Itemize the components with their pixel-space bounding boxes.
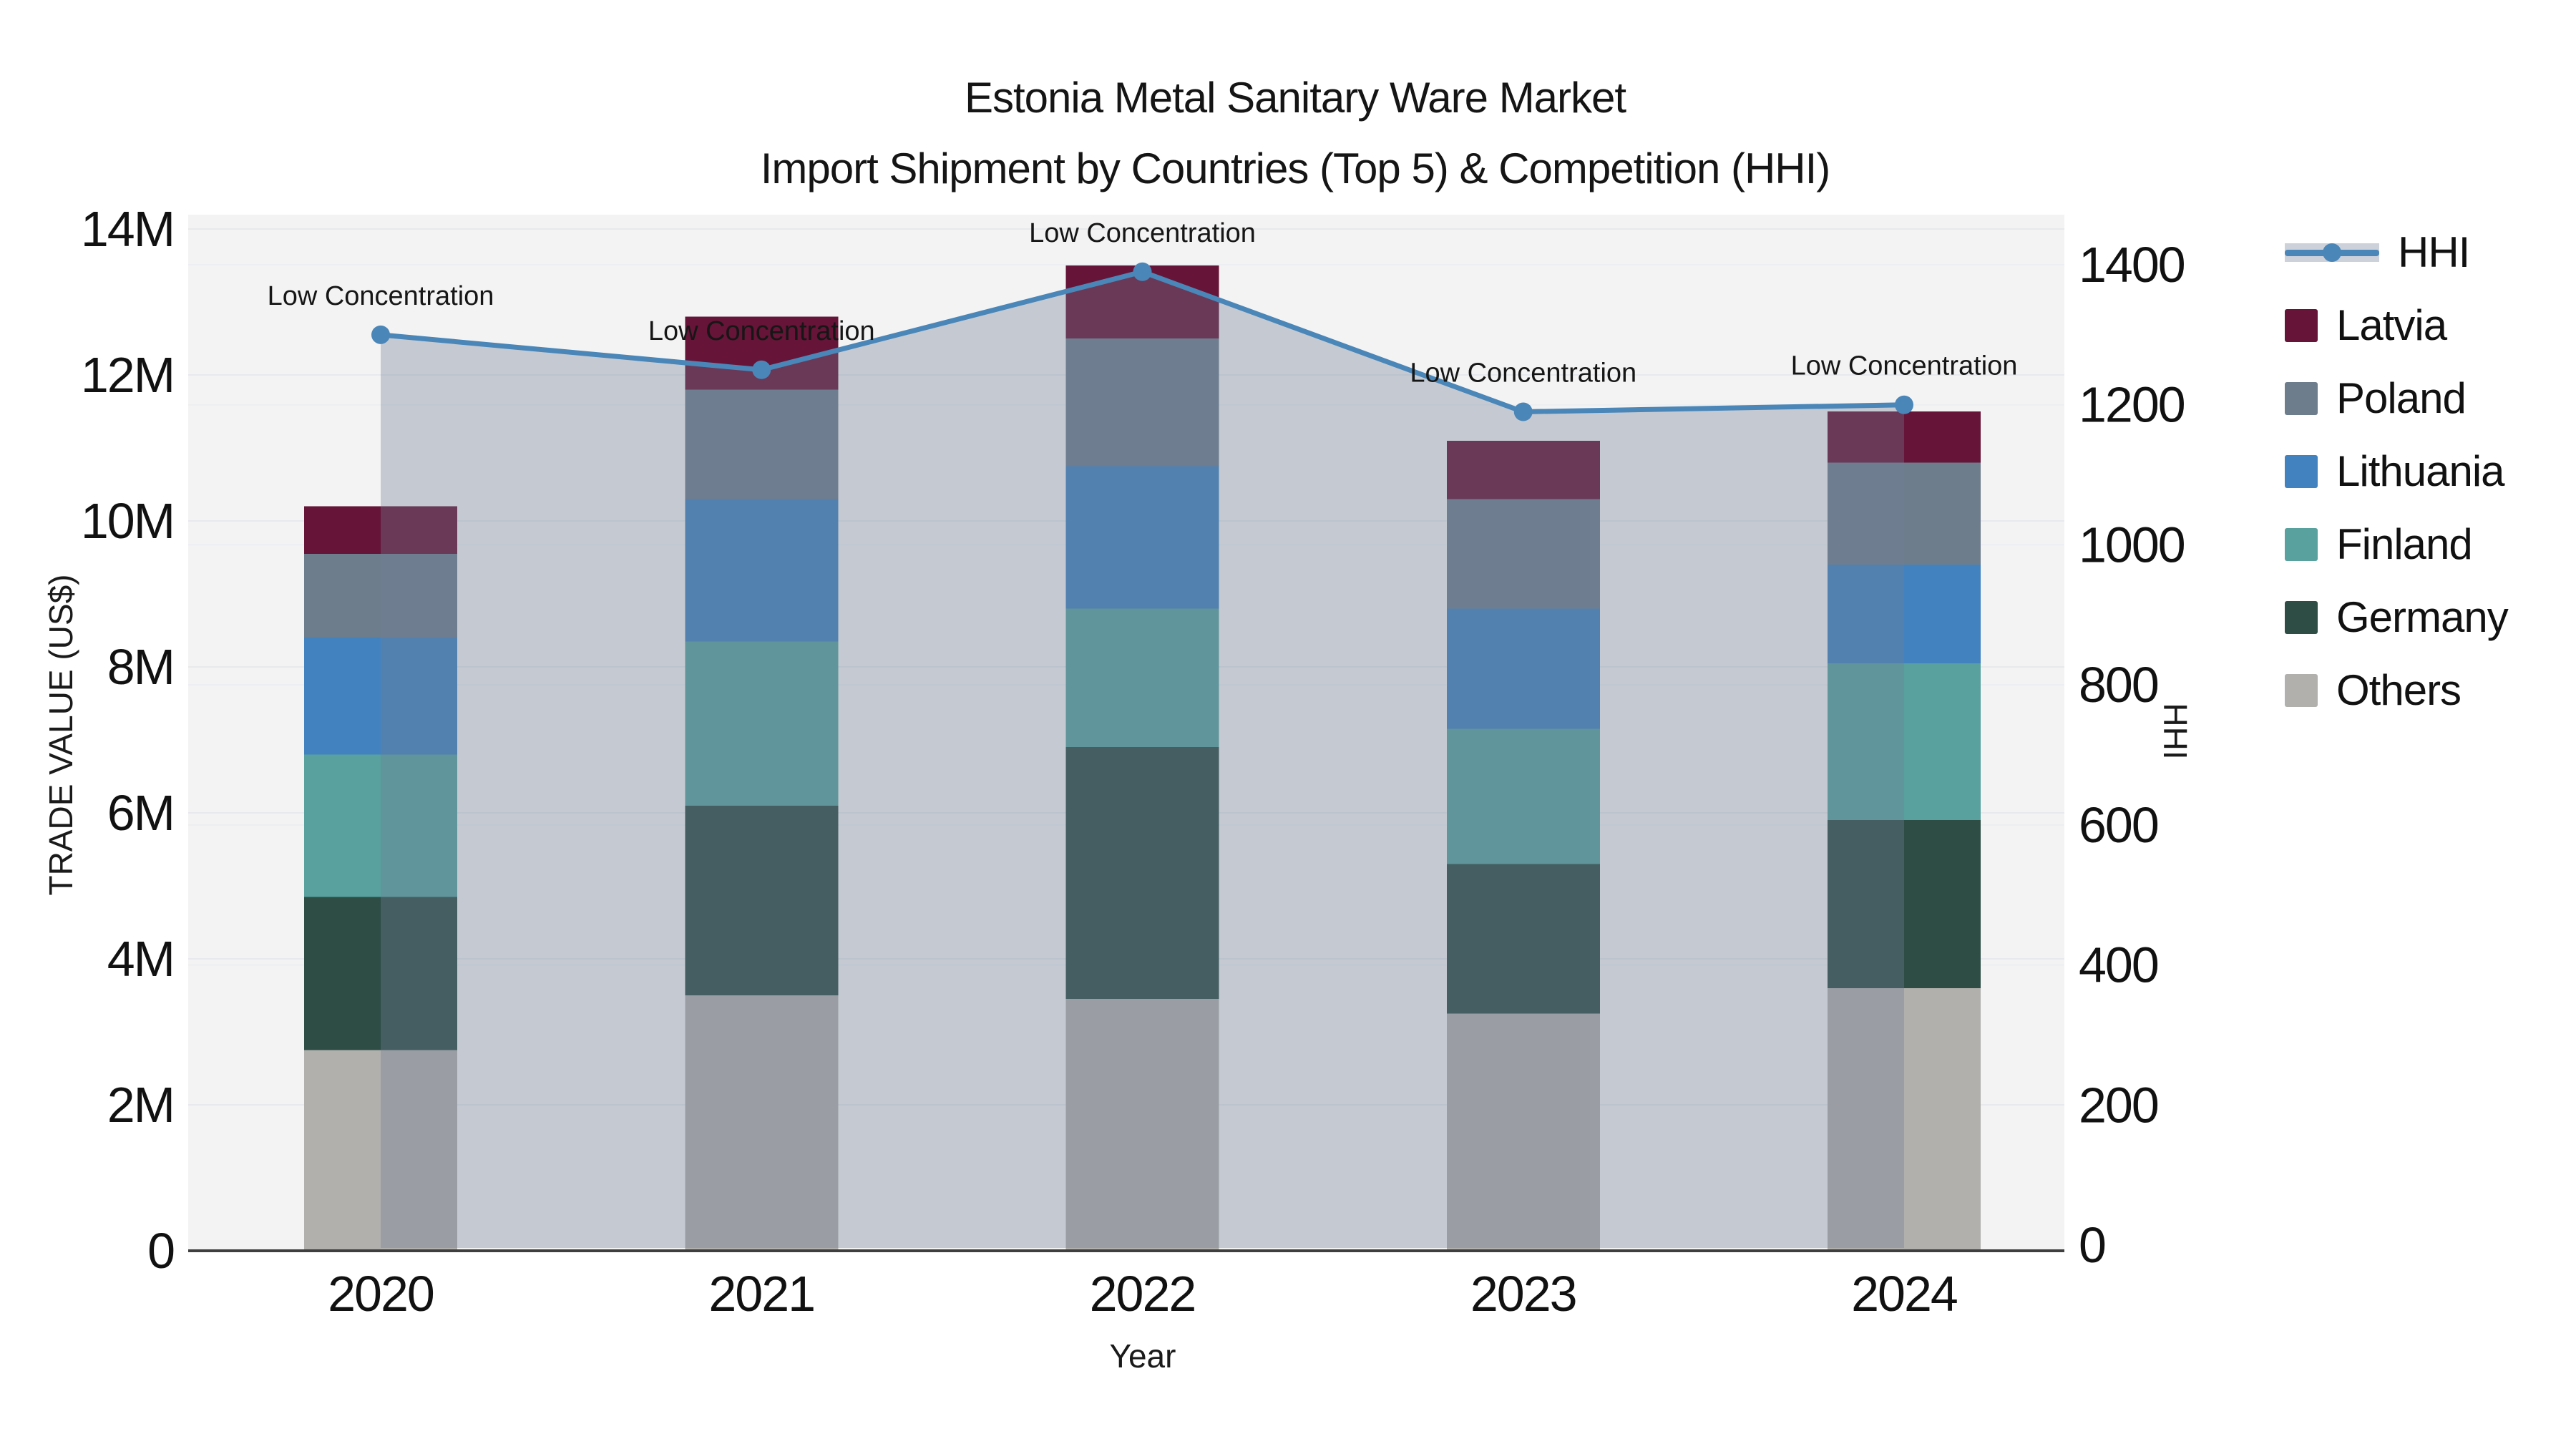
y-left-tick-12M: 12M bbox=[81, 347, 174, 403]
hhi-area-fill bbox=[381, 271, 1904, 1248]
legend-item-finland[interactable]: Finland bbox=[2285, 519, 2508, 569]
x-tick-2021: 2021 bbox=[708, 1266, 814, 1322]
legend-swatch-latvia bbox=[2285, 308, 2318, 342]
annotation-2024: Low Concentration bbox=[1791, 351, 2018, 381]
y-left-tick-8M: 8M bbox=[107, 639, 174, 695]
y-right-tick-400: 400 bbox=[2079, 937, 2158, 993]
y-left-tick-10M: 10M bbox=[81, 493, 174, 549]
bar-segment-2024-poland bbox=[1828, 462, 1981, 565]
legend-swatch-finland bbox=[2285, 527, 2318, 561]
bar-segment-2021-others bbox=[685, 995, 839, 1251]
hhi-marker-2024 bbox=[1895, 395, 1913, 414]
y-right-tick-0: 0 bbox=[2079, 1217, 2105, 1273]
y-right-tick-1000: 1000 bbox=[2079, 517, 2185, 572]
bar-segment-2023-others bbox=[1446, 1013, 1600, 1251]
x-axis-title: Year bbox=[1109, 1337, 1176, 1375]
y-right-tick-200: 200 bbox=[2079, 1077, 2158, 1133]
legend-item-others[interactable]: Others bbox=[2285, 665, 2508, 715]
y-right-tick-1400: 1400 bbox=[2079, 237, 2185, 293]
legend-item-hhi[interactable]: HHI bbox=[2285, 228, 2508, 277]
legend-swatch-germany bbox=[2285, 600, 2318, 634]
x-tick-2023: 2023 bbox=[1470, 1266, 1576, 1322]
legend-label-germany: Germany bbox=[2336, 593, 2509, 641]
hhi-marker-2021 bbox=[752, 360, 771, 379]
annotation-2020: Low Concentration bbox=[268, 281, 494, 311]
annotation-2022: Low Concentration bbox=[1029, 218, 1256, 248]
bar-segment-2020-lithuania bbox=[304, 638, 457, 755]
bar-segment-2024-others bbox=[1828, 987, 1981, 1251]
bar-segment-2023-latvia bbox=[1446, 440, 1600, 499]
bar-segment-2020-poland bbox=[304, 553, 457, 638]
y-right-tick-800: 800 bbox=[2079, 657, 2158, 713]
bar-segment-2022-germany bbox=[1065, 747, 1219, 1000]
bar-segment-2022-lithuania bbox=[1065, 466, 1219, 609]
y-left-tick-4M: 4M bbox=[107, 931, 174, 987]
bar-segment-2020-finland bbox=[304, 754, 457, 897]
x-tick-2020: 2020 bbox=[328, 1266, 434, 1322]
legend-swatch-lithuania bbox=[2285, 454, 2318, 488]
chart-title-line-2: Import Shipment by Countries (Top 5) & C… bbox=[760, 145, 1831, 192]
chart-title-line-1: Estonia Metal Sanitary Ware Market bbox=[964, 74, 1626, 122]
legend-hhi-dot bbox=[2323, 243, 2341, 262]
y-left-tick-14M: 14M bbox=[81, 201, 174, 257]
hhi-marker-2023 bbox=[1513, 402, 1533, 421]
y-right-tick-600: 600 bbox=[2079, 797, 2158, 853]
y-left-tick-6M: 6M bbox=[107, 785, 174, 841]
bar-segment-2021-germany bbox=[685, 805, 839, 995]
bar-segment-2024-germany bbox=[1828, 820, 1981, 988]
legend-swatch-others bbox=[2285, 673, 2318, 707]
bar-segment-2021-finland bbox=[685, 641, 839, 806]
bar-segment-2024-latvia bbox=[1828, 411, 1981, 463]
legend-swatch-poland bbox=[2285, 381, 2318, 415]
bar-segment-2023-germany bbox=[1446, 864, 1600, 1014]
legend-label-poland: Poland bbox=[2336, 374, 2467, 422]
bar-segment-2023-poland bbox=[1446, 499, 1600, 609]
y-right-axis-title: HHI bbox=[2157, 703, 2194, 760]
chart-legend: HHI Latvia Poland Lithuania Finland Germany Ot… bbox=[2285, 228, 2509, 715]
x-tick-2022: 2022 bbox=[1090, 1266, 1196, 1322]
legend-item-lithuania[interactable]: Lithuania bbox=[2285, 447, 2508, 496]
hhi-legend-glyph bbox=[2285, 236, 2379, 269]
bar-segment-2020-latvia bbox=[304, 506, 457, 554]
bar-segment-2022-finland bbox=[1065, 608, 1219, 748]
bar-segment-2023-lithuania bbox=[1446, 608, 1600, 729]
legend-label-latvia: Latvia bbox=[2336, 301, 2447, 349]
legend-item-germany[interactable]: Germany bbox=[2285, 592, 2509, 642]
x-tick-2024: 2024 bbox=[1851, 1266, 1957, 1322]
annotation-2021: Low Concentration bbox=[648, 316, 875, 346]
bar-segment-2021-lithuania bbox=[685, 499, 839, 642]
bar-segment-2023-finland bbox=[1446, 728, 1600, 864]
y-left-axis-title: TRADE VALUE (US$) bbox=[42, 574, 79, 896]
hhi-marker-2022 bbox=[1133, 262, 1152, 281]
legend-item-latvia[interactable]: Latvia bbox=[2285, 301, 2508, 350]
y-left-tick-0: 0 bbox=[147, 1223, 174, 1279]
bar-segment-2022-others bbox=[1065, 999, 1219, 1251]
bar-segment-2020-others bbox=[304, 1050, 457, 1251]
hhi-marker-2020 bbox=[371, 325, 390, 344]
bar-segment-2021-poland bbox=[685, 389, 839, 499]
y-left-tick-2M: 2M bbox=[107, 1077, 174, 1133]
bar-segment-2024-finland bbox=[1828, 663, 1981, 821]
legend-label-finland: Finland bbox=[2336, 520, 2473, 568]
legend-label-others: Others bbox=[2336, 666, 2462, 714]
legend-label-hhi: HHI bbox=[2398, 228, 2470, 276]
y-right-tick-1200: 1200 bbox=[2079, 377, 2185, 433]
bar-segment-2024-lithuania bbox=[1828, 565, 1981, 663]
annotation-2023: Low Concentration bbox=[1410, 358, 1636, 389]
legend-label-lithuania: Lithuania bbox=[2336, 447, 2505, 495]
bar-segment-2022-poland bbox=[1065, 338, 1219, 467]
bar-segment-2020-germany bbox=[304, 897, 457, 1050]
legend-item-poland[interactable]: Poland bbox=[2285, 374, 2508, 423]
